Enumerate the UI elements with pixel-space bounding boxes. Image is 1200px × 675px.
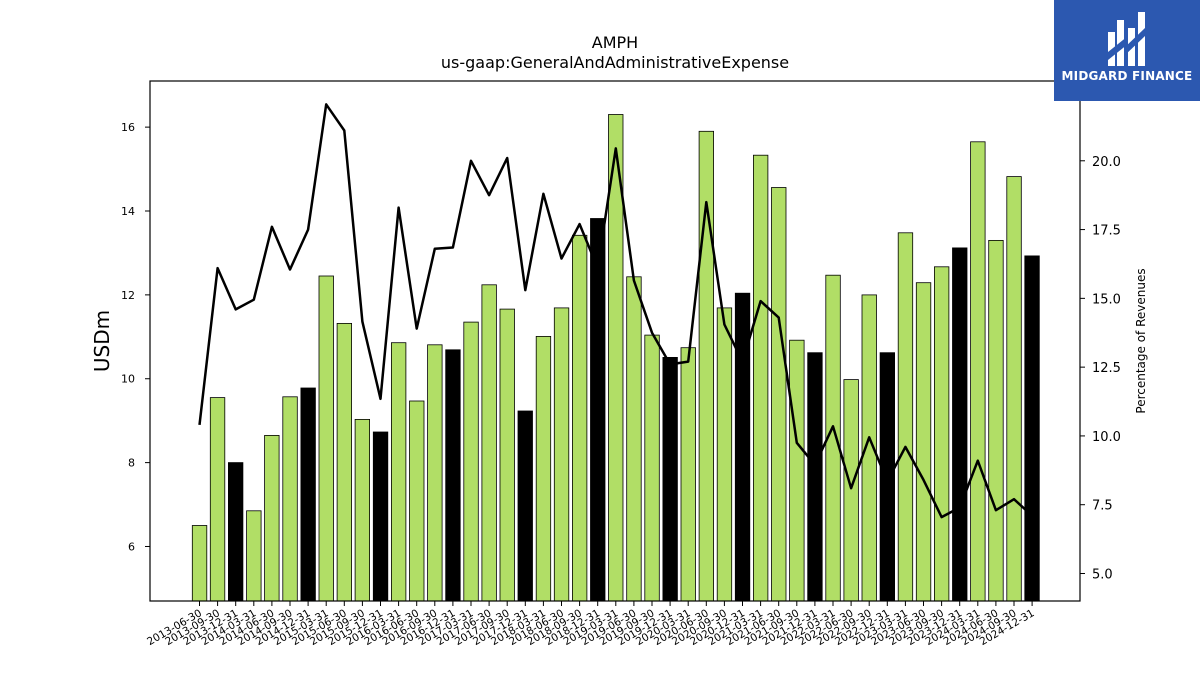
bar-2015-03-31: [318, 275, 334, 602]
bar-2020-09-30: [716, 307, 733, 602]
bar-2015-06-30: [336, 322, 353, 602]
bar-2021-06-30: [771, 187, 787, 602]
bar-2013-12-31: [227, 462, 244, 602]
right-tick-label: 17.5: [1092, 224, 1121, 239]
bar-2016-06-30: [409, 400, 425, 602]
left-axis: 6 8 10 12 14 16: [121, 121, 150, 553]
bar-2024-06-30: [988, 239, 1004, 602]
bar-2021-09-30: [789, 339, 805, 602]
bar-2024-09-30: [1006, 176, 1022, 602]
bar-2017-12-31: [517, 410, 533, 602]
right-axis-label: Percentage of Revenues: [1134, 268, 1148, 413]
bar-2020-12-31: [734, 292, 751, 602]
left-tick-label: 16: [121, 121, 135, 134]
percentage-line: [198, 103, 1033, 519]
bar-2021-12-31: [807, 352, 823, 602]
bar-2018-12-31: [590, 218, 606, 602]
right-tick-label: 10.0: [1092, 430, 1121, 445]
bar-2017-06-30: [481, 284, 497, 602]
bar-series: [191, 114, 1040, 602]
bar-2015-12-31: [372, 431, 389, 602]
bar-2016-09-30: [427, 344, 443, 602]
bar-2018-09-30: [572, 234, 588, 602]
bar-2014-12-31: [300, 387, 316, 602]
right-tick-label: 15.0: [1092, 292, 1121, 307]
bar-2017-09-30: [499, 308, 515, 602]
bar-2021-03-31: [753, 154, 769, 602]
bar-2013-06-30: [191, 525, 208, 602]
bar-2018-03-31: [535, 335, 552, 602]
bar-2019-06-30: [626, 276, 642, 602]
bar-2014-06-30: [264, 434, 280, 602]
chart-subtitle: us-gaap:GeneralAndAdministrativeExpense: [441, 53, 789, 72]
right-axis: 5.0 7.5 10.0 12.5 15.0 17.5 20.0: [1080, 155, 1121, 582]
bar-2022-06-30: [843, 379, 859, 602]
bar-2019-09-30: [644, 334, 660, 602]
bar-2023-09-30: [934, 266, 950, 602]
bar-2013-09-30: [209, 397, 226, 602]
bar-2023-03-31: [897, 232, 914, 602]
right-tick-label: 5.0: [1092, 567, 1113, 582]
bar-2017-03-31: [463, 321, 479, 602]
bar-2018-06-30: [553, 307, 570, 602]
bar-2015-09-30: [354, 418, 371, 602]
bar-2023-12-31: [952, 247, 968, 602]
bar-2016-03-31: [390, 342, 407, 602]
plot-frame: [149, 80, 1081, 602]
right-tick-label: 12.5: [1092, 361, 1121, 376]
left-tick-label: 10: [121, 373, 135, 386]
logo-text: MIDGARD FINANCE: [1061, 69, 1193, 83]
left-tick-label: 8: [128, 457, 135, 470]
bar-2020-03-31: [680, 347, 696, 602]
bar-2022-12-31: [879, 352, 895, 602]
bar-2023-06-30: [915, 282, 932, 602]
bar-2016-12-31: [445, 349, 461, 602]
midgard-logo-icon: [1108, 12, 1145, 66]
left-tick-label: 14: [121, 205, 135, 218]
left-tick-label: 6: [128, 540, 135, 553]
logo: MIDGARD FINANCE: [1054, 0, 1200, 101]
left-axis-label: USDm: [90, 310, 114, 372]
bar-2014-09-30: [282, 396, 298, 602]
x-axis: 2013-06-302013-09-302013-12-312014-03-31…: [145, 601, 1037, 648]
bar-2019-12-31: [662, 356, 678, 602]
right-tick-label: 7.5: [1092, 499, 1113, 514]
chart-title: AMPH: [592, 33, 638, 52]
bar-2014-03-31: [246, 510, 262, 602]
left-tick-label: 12: [121, 289, 135, 302]
right-tick-label: 20.0: [1092, 155, 1121, 170]
bar-2024-03-31: [970, 141, 986, 602]
line-series: [198, 103, 1033, 519]
bar-2024-12-31: [1024, 255, 1040, 602]
